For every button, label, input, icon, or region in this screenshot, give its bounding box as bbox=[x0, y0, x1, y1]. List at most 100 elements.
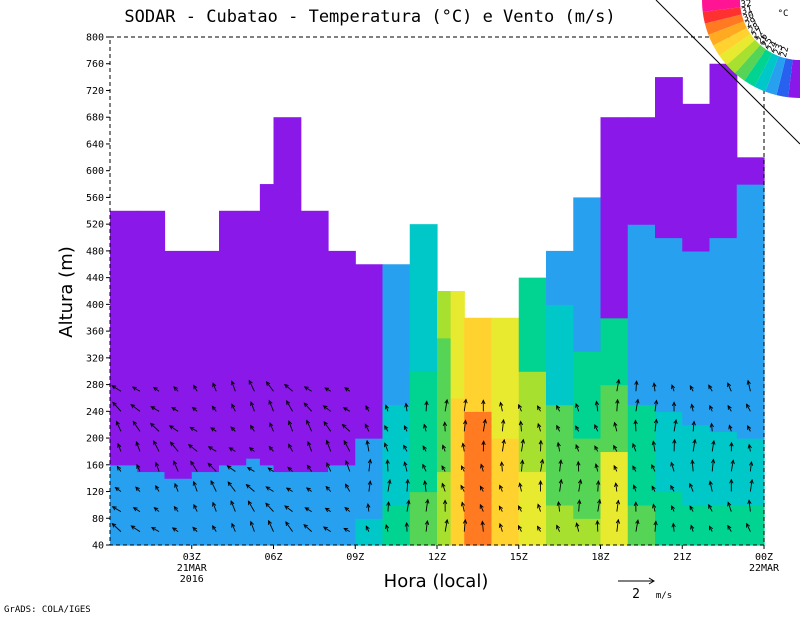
wind-arrow bbox=[245, 483, 255, 492]
wind-arrow bbox=[210, 427, 217, 432]
wind-arrow bbox=[117, 442, 122, 452]
wind-arrow bbox=[230, 426, 236, 432]
wind-arrow bbox=[653, 399, 659, 412]
wind-arrow bbox=[114, 486, 122, 492]
wind-arrow bbox=[577, 478, 583, 492]
wind-arrow bbox=[614, 482, 619, 492]
temperature-cell bbox=[328, 250, 356, 352]
wind-arrow bbox=[150, 406, 160, 412]
temperature-cell bbox=[491, 317, 520, 439]
temperature-cell bbox=[736, 157, 765, 185]
wind-arrow bbox=[212, 525, 217, 532]
wind-arrow bbox=[671, 401, 677, 412]
wind-arrow bbox=[651, 463, 656, 472]
wind-arrow bbox=[615, 398, 620, 412]
temperature-cell bbox=[709, 237, 738, 432]
wind-arrow bbox=[287, 466, 293, 472]
wind-arrow bbox=[189, 426, 198, 432]
wind-arrow bbox=[247, 500, 255, 512]
wind-arrow bbox=[423, 423, 428, 432]
wind-arrow bbox=[286, 400, 293, 412]
wind-arrow bbox=[153, 506, 160, 512]
wind-arrow bbox=[671, 505, 675, 512]
wind-arrow bbox=[248, 379, 255, 392]
wind-arrow bbox=[461, 442, 466, 452]
temperature-cell bbox=[437, 291, 452, 339]
temperature-cell bbox=[164, 250, 193, 292]
wind-arrow bbox=[383, 442, 389, 452]
temperature-cell bbox=[137, 210, 166, 279]
wind-arrow bbox=[322, 526, 331, 533]
temperature-cell bbox=[655, 411, 683, 493]
x-date-label: 21MAR bbox=[177, 563, 208, 574]
temperature-cell bbox=[191, 250, 220, 305]
legend-swatch bbox=[744, 49, 773, 87]
wind-arrow bbox=[111, 522, 122, 532]
temperature-cell bbox=[709, 63, 738, 239]
temperature-cell bbox=[355, 518, 384, 546]
wind-arrow bbox=[482, 418, 487, 432]
wind-arrow bbox=[303, 386, 312, 392]
wind-arrow bbox=[268, 399, 274, 412]
x-tick-label: 06Z bbox=[264, 552, 282, 563]
wind-arrow bbox=[727, 524, 732, 532]
temperature-cell bbox=[300, 210, 329, 272]
y-tick-label: 680 bbox=[86, 113, 104, 124]
wind-arrow bbox=[325, 439, 332, 452]
wind-arrow bbox=[366, 503, 371, 512]
wind-arrow bbox=[651, 440, 656, 452]
wind-arrow bbox=[671, 384, 676, 392]
temperature-cell bbox=[450, 397, 465, 546]
temperature-cell bbox=[110, 464, 138, 546]
wind-arrow bbox=[710, 458, 716, 472]
y-tick-label: 640 bbox=[86, 139, 104, 150]
plot-area bbox=[110, 63, 765, 546]
temperature-cell bbox=[573, 197, 602, 352]
legend-swatch bbox=[788, 59, 800, 98]
wind-arrow bbox=[594, 463, 599, 472]
wind-arrow bbox=[403, 461, 408, 472]
wind-arrow bbox=[171, 527, 179, 533]
wind-arrow bbox=[462, 518, 468, 532]
wind-arrow bbox=[153, 440, 160, 452]
wind-arrow bbox=[613, 444, 618, 452]
wind-arrow bbox=[365, 525, 370, 532]
temperature-cell bbox=[409, 291, 438, 372]
wind-arrow bbox=[287, 420, 293, 432]
wind-arrow bbox=[132, 420, 141, 432]
wind-arrow bbox=[518, 524, 522, 532]
wind-arrow bbox=[558, 478, 563, 492]
legend-label: 29 bbox=[744, 16, 758, 30]
temperature-cell bbox=[300, 471, 329, 546]
wind-arrow bbox=[538, 479, 543, 492]
wind-arrow bbox=[404, 521, 409, 532]
temperature-cell bbox=[409, 224, 438, 292]
wind-arrow bbox=[635, 519, 640, 532]
wind-arrow bbox=[479, 485, 484, 492]
wind-arrow bbox=[708, 480, 713, 492]
wind-arrow bbox=[249, 424, 255, 432]
temperature-cell bbox=[437, 337, 452, 473]
temperature-cell bbox=[355, 264, 384, 319]
wind-arrow bbox=[227, 481, 236, 492]
legend-swatch bbox=[704, 14, 744, 35]
wind-arrow bbox=[498, 522, 503, 532]
temperature-cell bbox=[273, 117, 302, 199]
wind-arrow bbox=[387, 478, 392, 492]
y-tick-label: 720 bbox=[86, 86, 104, 97]
wind-arrow bbox=[303, 402, 312, 412]
wind-arrow bbox=[226, 465, 236, 472]
y-tick-label: 160 bbox=[86, 460, 104, 471]
wind-arrow bbox=[729, 478, 734, 492]
wind-arrow bbox=[304, 507, 312, 512]
wind-arrow bbox=[284, 383, 293, 392]
temperature-cell bbox=[518, 371, 547, 473]
temperature-cell bbox=[546, 250, 574, 305]
wind-arrow bbox=[136, 463, 141, 472]
y-tick-label: 440 bbox=[86, 273, 104, 284]
y-tick-label: 120 bbox=[86, 487, 104, 498]
wind-arrow bbox=[556, 424, 561, 432]
temperature-cell bbox=[546, 504, 574, 546]
wind-arrow bbox=[111, 506, 122, 512]
wind-arrow bbox=[537, 405, 542, 412]
